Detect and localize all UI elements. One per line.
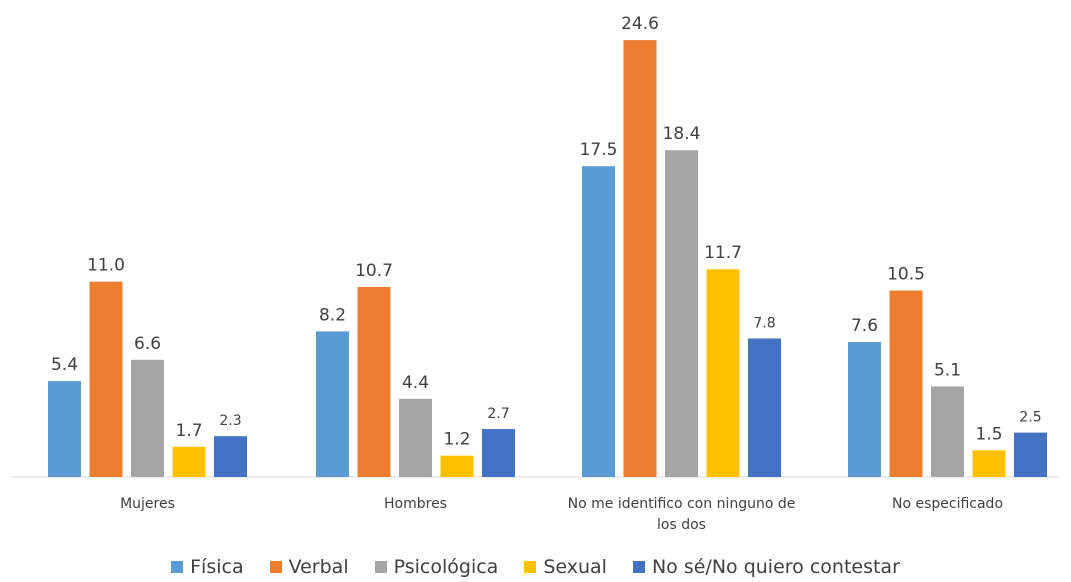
bar-series-3-category-0	[172, 446, 206, 477]
legend-item-4: No sé/No quiero contestar	[632, 556, 900, 578]
category-label-3: No especificado	[892, 496, 1003, 512]
bar-series-2-category-2	[665, 150, 698, 477]
bars-group	[48, 40, 1047, 477]
bar-series-1-category-0	[89, 281, 123, 477]
bar-series-4-category-2	[748, 338, 781, 477]
value-labels-group: 5.4 8.2 17.5 7.6 11.0 10.7 24.6 10.5 6.6 4.4 18.4 5…	[51, 14, 1042, 450]
bar-series-2-category-1	[399, 398, 432, 477]
data-label-series-1-category-2: 24.6	[621, 14, 659, 34]
bar-series-2-category-0	[131, 359, 164, 477]
data-label-series-3-category-2: 11.7	[704, 243, 742, 263]
category-label-0: Mujeres	[120, 496, 175, 512]
legend-swatch-3	[524, 561, 537, 573]
legend-swatch-0	[171, 561, 184, 573]
bar-series-2-category-3	[931, 386, 964, 477]
data-label-series-2-category-0: 6.6	[134, 334, 161, 354]
category-label-2-line-1: los dos	[657, 517, 706, 533]
data-label-series-4-category-2: 7.8	[753, 315, 775, 331]
legend: Física Verbal Psicológica Sexual No sé/No qu…	[0, 554, 1071, 580]
data-label-series-3-category-0: 1.7	[175, 421, 202, 441]
legend-swatch-2	[374, 561, 387, 573]
bar-series-3-category-1	[440, 455, 474, 477]
category-label-2-line-0: No me identifico con ninguno de	[568, 496, 796, 512]
bar-series-3-category-2	[706, 269, 740, 477]
bar-series-4-category-1	[482, 429, 515, 477]
data-label-series-0-category-0: 5.4	[51, 355, 78, 375]
data-label-series-4-category-0: 2.3	[219, 413, 241, 429]
data-label-series-4-category-1: 2.7	[487, 406, 509, 422]
bar-series-0-category-1	[316, 331, 349, 477]
bar-series-1-category-2	[623, 40, 657, 477]
data-label-series-0-category-1: 8.2	[319, 305, 346, 325]
bar-series-3-category-3	[972, 450, 1006, 477]
legend-label-4: No sé/No quiero contestar	[651, 556, 900, 578]
bar-series-4-category-0	[214, 436, 247, 477]
bar-series-1-category-3	[889, 290, 923, 477]
data-label-series-2-category-1: 4.4	[402, 373, 429, 393]
legend-swatch-4	[632, 561, 645, 573]
bar-series-1-category-1	[357, 286, 391, 477]
data-label-series-2-category-3: 5.1	[934, 360, 961, 380]
data-label-series-3-category-3: 1.5	[975, 424, 1002, 444]
data-label-series-3-category-1: 1.2	[443, 430, 470, 450]
bar-series-4-category-3	[1014, 432, 1047, 477]
legend-label-0: Física	[190, 556, 244, 578]
data-label-series-1-category-1: 10.7	[355, 261, 393, 281]
legend-label-2: Psicológica	[393, 556, 499, 578]
legend-label-1: Verbal	[288, 556, 349, 578]
bar-series-0-category-2	[582, 166, 615, 477]
legend-swatch-1	[269, 561, 282, 573]
category-label-1: Hombres	[384, 496, 447, 512]
data-label-series-0-category-2: 17.5	[580, 140, 618, 160]
legend-label-3: Sexual	[543, 556, 607, 578]
data-label-series-1-category-3: 10.5	[887, 265, 925, 285]
data-label-series-4-category-3: 2.5	[1019, 410, 1041, 426]
legend-item-1: Verbal	[269, 556, 349, 578]
legend-item-0: Física	[171, 556, 244, 578]
data-label-series-1-category-0: 11.0	[87, 256, 125, 276]
bar-series-0-category-3	[848, 342, 881, 477]
category-labels-group: Mujeres Hombres No me identifico con ningu…	[120, 496, 1003, 533]
data-label-series-2-category-2: 18.4	[663, 124, 701, 144]
bar-series-0-category-0	[48, 381, 81, 477]
legend-item-3: Sexual	[524, 556, 607, 578]
data-label-series-0-category-3: 7.6	[851, 316, 878, 336]
legend-item-2: Psicológica	[374, 556, 499, 578]
